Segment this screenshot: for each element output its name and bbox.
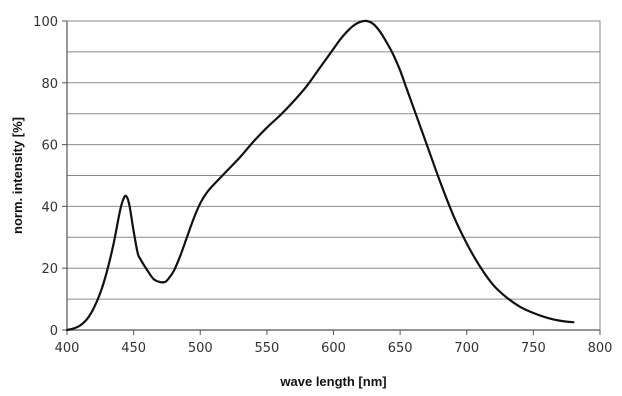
x-tick-label: 750 — [521, 341, 546, 356]
y-tick-label: 40 — [41, 200, 58, 215]
x-tick-label: 450 — [121, 341, 146, 356]
y-axis-label: norm. intensity [%] — [10, 117, 25, 234]
x-tick-label: 800 — [588, 341, 613, 356]
y-tick-label: 0 — [50, 324, 58, 339]
y-tick-label: 60 — [41, 139, 58, 154]
x-axis-label: wave length [nm] — [279, 374, 386, 389]
x-tick-label: 650 — [388, 341, 413, 356]
x-tick-label: 600 — [321, 341, 346, 356]
x-tick-label: 700 — [454, 341, 479, 356]
grid-lines — [67, 51, 600, 300]
tick-labels: 400 450 500 550 600 650 700 750 800 0 20 40 60 80 100 — [33, 15, 612, 356]
y-tick-label: 100 — [33, 15, 58, 30]
x-tick-label: 500 — [188, 341, 213, 356]
y-tick-label: 80 — [41, 77, 58, 92]
x-tick-label: 400 — [55, 341, 80, 356]
x-tick-label: 550 — [254, 341, 279, 356]
intensity-curve-line — [65, 19, 575, 332]
y-tick-label: 20 — [41, 262, 58, 277]
